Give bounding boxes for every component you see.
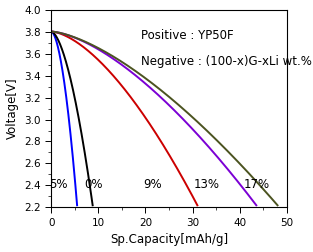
Y-axis label: Voltage[V]: Voltage[V] (6, 78, 18, 139)
Text: Positive : YP50F: Positive : YP50F (141, 29, 233, 42)
Text: 5%: 5% (49, 178, 68, 191)
Text: Negative : (100-x)G-xLi wt.%: Negative : (100-x)G-xLi wt.% (141, 55, 312, 68)
Text: 0%: 0% (84, 178, 103, 191)
Text: 17%: 17% (243, 178, 269, 191)
Text: 13%: 13% (194, 178, 220, 191)
Text: 9%: 9% (143, 178, 162, 191)
X-axis label: Sp.Capacity[mAh/g]: Sp.Capacity[mAh/g] (110, 233, 228, 246)
